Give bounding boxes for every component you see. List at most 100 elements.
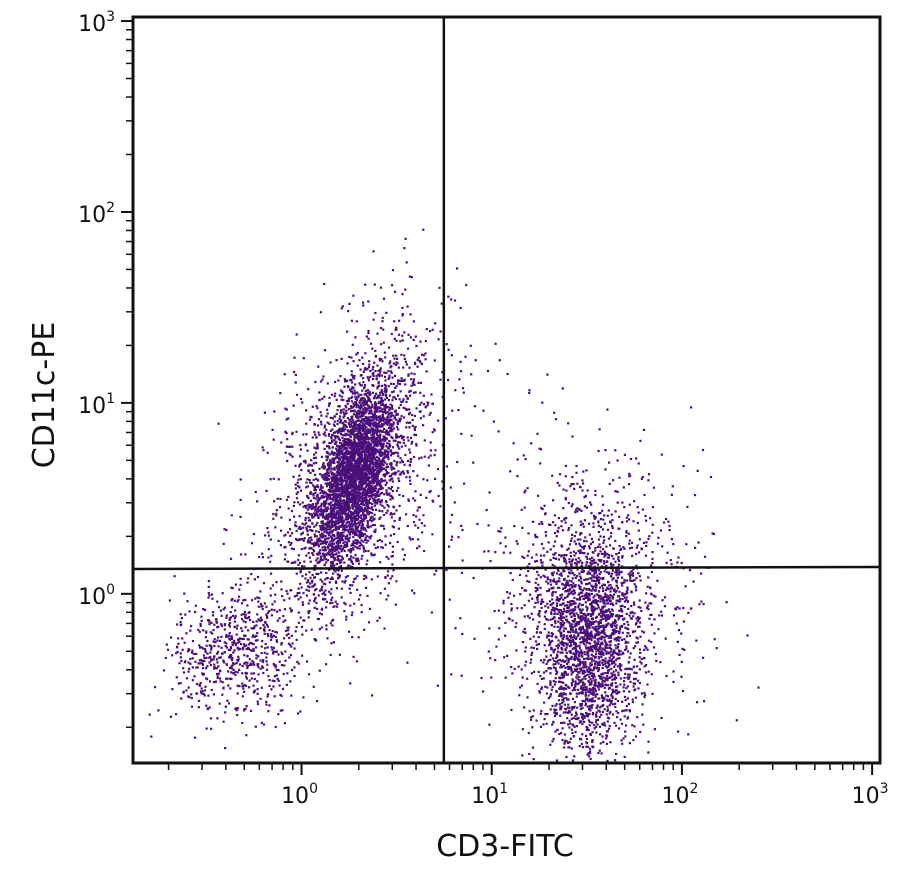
event-point bbox=[380, 399, 383, 402]
event-point bbox=[335, 547, 338, 550]
event-point bbox=[353, 457, 356, 460]
event-point bbox=[218, 702, 221, 705]
event-point bbox=[387, 594, 390, 597]
event-point bbox=[319, 411, 322, 414]
event-point bbox=[326, 495, 329, 498]
event-point bbox=[365, 563, 368, 566]
event-point bbox=[346, 487, 349, 491]
event-point bbox=[369, 489, 372, 492]
event-point bbox=[267, 675, 270, 678]
event-point bbox=[362, 547, 365, 550]
event-point bbox=[351, 409, 354, 413]
event-point bbox=[351, 486, 354, 489]
event-point bbox=[339, 415, 342, 418]
event-point bbox=[319, 542, 322, 546]
event-point bbox=[341, 449, 344, 452]
event-point bbox=[358, 419, 361, 422]
event-point bbox=[373, 395, 376, 398]
event-point bbox=[362, 418, 365, 421]
event-point bbox=[372, 397, 375, 400]
event-point bbox=[308, 556, 311, 559]
event-point bbox=[422, 424, 425, 427]
event-point bbox=[358, 493, 361, 496]
event-point bbox=[395, 385, 398, 388]
event-point bbox=[346, 497, 349, 500]
event-point bbox=[369, 410, 372, 413]
event-point bbox=[327, 477, 330, 481]
event-point bbox=[377, 373, 380, 376]
event-point bbox=[293, 515, 296, 518]
event-point bbox=[247, 686, 251, 689]
event-point bbox=[383, 389, 386, 393]
event-point bbox=[321, 397, 324, 400]
event-point bbox=[381, 466, 384, 469]
event-point bbox=[392, 472, 395, 475]
event-point bbox=[315, 504, 318, 507]
event-point bbox=[208, 619, 211, 622]
event-point bbox=[429, 411, 432, 414]
event-point bbox=[274, 630, 277, 633]
event-point bbox=[386, 396, 389, 400]
event-point bbox=[334, 478, 337, 481]
event-point bbox=[369, 537, 372, 540]
event-point bbox=[331, 545, 334, 548]
event-point bbox=[179, 652, 182, 655]
event-point bbox=[362, 465, 365, 468]
event-point bbox=[342, 425, 345, 428]
event-point bbox=[351, 451, 354, 454]
event-point bbox=[357, 427, 360, 430]
event-point bbox=[318, 398, 321, 402]
event-point bbox=[403, 379, 406, 382]
event-point bbox=[375, 374, 378, 377]
event-point bbox=[354, 519, 357, 522]
event-point bbox=[325, 628, 328, 631]
event-point bbox=[400, 353, 403, 356]
event-point bbox=[405, 400, 408, 403]
event-point bbox=[345, 484, 348, 487]
event-point bbox=[358, 544, 361, 547]
event-point bbox=[371, 515, 374, 518]
event-point bbox=[327, 525, 330, 528]
event-point bbox=[379, 410, 382, 413]
event-point bbox=[343, 527, 346, 530]
event-point bbox=[367, 505, 370, 508]
event-point bbox=[352, 482, 355, 486]
event-point bbox=[399, 340, 402, 343]
event-point bbox=[288, 597, 291, 600]
event-point bbox=[356, 541, 359, 544]
event-point bbox=[362, 437, 365, 441]
event-point bbox=[281, 709, 284, 712]
event-point bbox=[340, 474, 343, 477]
event-point bbox=[343, 510, 346, 513]
event-point bbox=[203, 656, 206, 660]
event-point bbox=[338, 430, 341, 433]
event-point bbox=[343, 420, 346, 423]
event-point bbox=[330, 393, 334, 396]
event-point bbox=[295, 625, 298, 629]
event-point bbox=[321, 511, 324, 514]
event-point bbox=[320, 587, 323, 590]
event-point bbox=[333, 505, 336, 509]
event-point bbox=[343, 414, 346, 417]
event-point bbox=[360, 506, 363, 509]
event-point bbox=[403, 331, 406, 334]
event-point bbox=[418, 545, 421, 548]
event-point bbox=[325, 485, 329, 488]
event-point bbox=[180, 659, 183, 662]
event-point bbox=[261, 446, 264, 449]
event-point bbox=[307, 579, 310, 582]
event-point bbox=[320, 502, 323, 505]
event-point bbox=[323, 447, 326, 451]
event-point bbox=[447, 295, 450, 298]
event-point bbox=[208, 680, 212, 683]
event-point bbox=[224, 644, 227, 648]
event-point bbox=[254, 639, 257, 642]
event-point bbox=[311, 522, 314, 525]
event-point bbox=[380, 480, 383, 483]
event-point bbox=[302, 505, 305, 508]
event-point bbox=[345, 400, 349, 403]
event-point bbox=[332, 499, 335, 502]
event-point bbox=[380, 384, 384, 387]
event-point bbox=[360, 464, 363, 467]
event-point bbox=[386, 504, 389, 507]
